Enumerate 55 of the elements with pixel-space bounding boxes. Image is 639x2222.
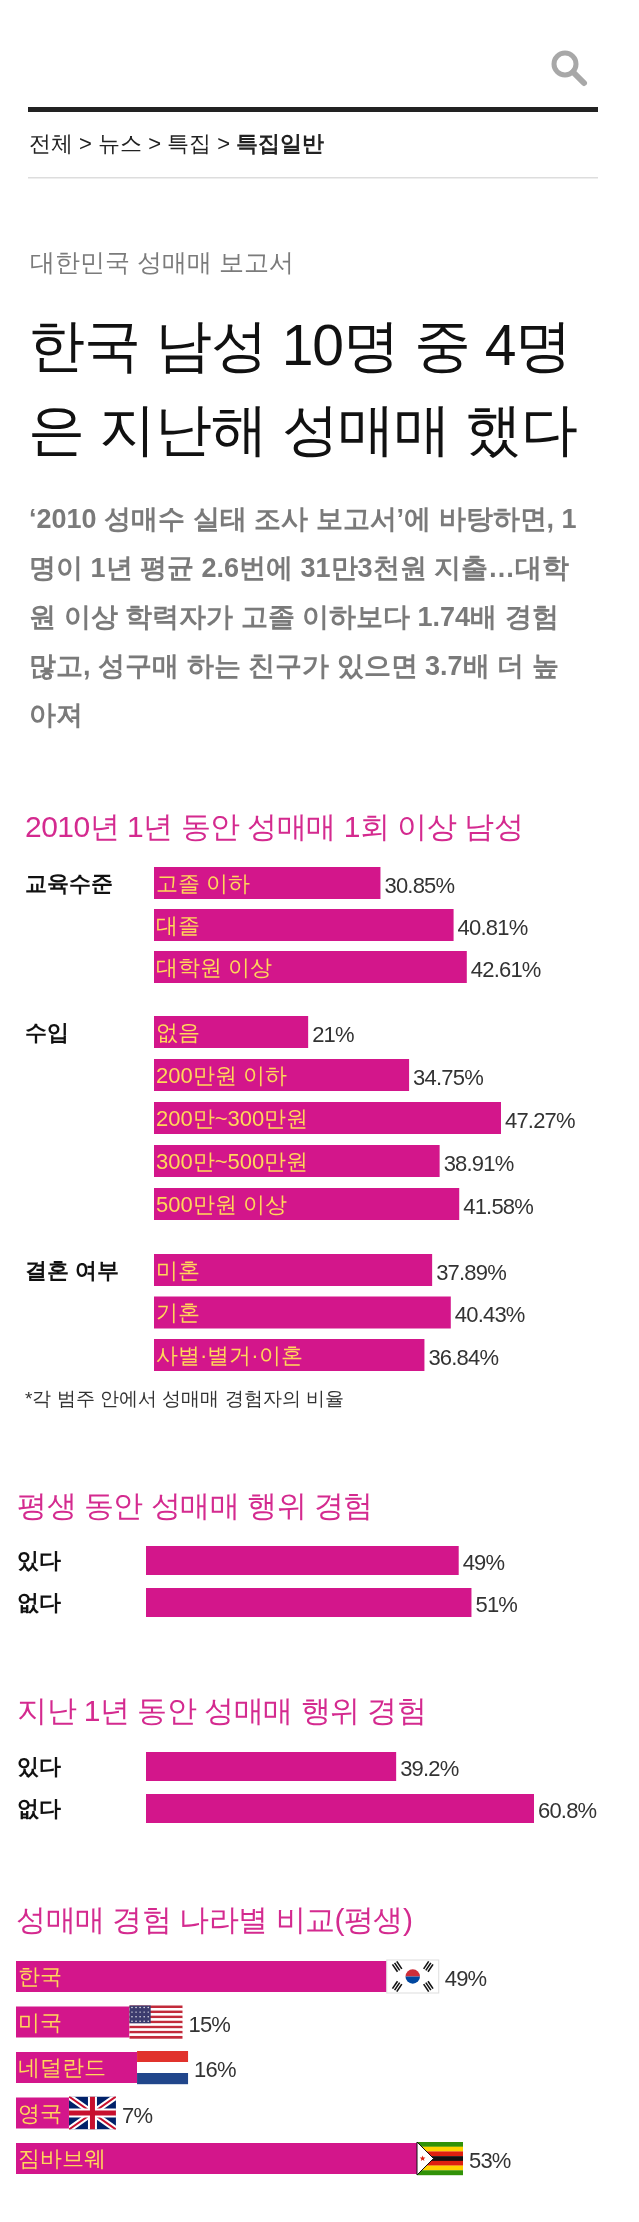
bar bbox=[154, 1102, 501, 1134]
y-tick-label: 미국 bbox=[18, 2009, 62, 2035]
data-label: 39.2% bbox=[400, 1756, 459, 1781]
y-axis-title: 결혼 여부 bbox=[25, 1257, 120, 1283]
data-label: 47.27% bbox=[505, 1107, 576, 1133]
y-tick-label: 대학원 이상 bbox=[156, 954, 273, 980]
bar bbox=[154, 1016, 309, 1048]
chart-title: 지난 1년 동안 성매매 행위 경험 bbox=[17, 1693, 427, 1727]
data-label: 36.84% bbox=[428, 1344, 499, 1370]
data-label: 21% bbox=[312, 1021, 355, 1047]
data-label: 51% bbox=[475, 1592, 518, 1617]
data-label: 38.91% bbox=[443, 1150, 514, 1176]
data-label: 15% bbox=[188, 2011, 231, 2037]
text: ‘2010 성매수 실태 조사 보고서’에 바탕하면, 1명이 1년 평균 2.6번에 31만3천원 지출…대학원 이상 학력자가 고졸 이하보다 1.74배 경험 많고, 성구매 하는 친구가 있으면 3.7배 더 높아져 bbox=[29, 503, 578, 732]
y-tick-label: 200만~300만원 bbox=[156, 1105, 309, 1131]
y-tick-label: 대졸 bbox=[156, 912, 200, 938]
y-tick-label: 없다 bbox=[17, 1796, 61, 1821]
text: 전체 > 뉴스 > 특집 > 특집일반 bbox=[29, 131, 325, 156]
y-axis-title: 교육수준 bbox=[25, 870, 113, 896]
y-tick-label: 500만원 이상 bbox=[156, 1191, 287, 1217]
data-label: 49% bbox=[444, 1966, 487, 1991]
y-tick-label: 없다 bbox=[17, 1590, 61, 1615]
data-label: 30.85% bbox=[384, 872, 455, 898]
data-label: 16% bbox=[194, 2057, 236, 2082]
data-label: 42.61% bbox=[470, 956, 541, 982]
data-label: 49% bbox=[462, 1550, 505, 1575]
y-tick-label: 고졸 이하 bbox=[156, 870, 251, 896]
data-label: 37.89% bbox=[436, 1259, 507, 1285]
y-tick-label: 300만~500만원 bbox=[156, 1148, 309, 1174]
data-label: 40.43% bbox=[454, 1302, 525, 1327]
text: *각 범주 안에서 성매매 경험자의 비율 bbox=[25, 1387, 344, 1409]
y-tick-label: 사별·별거·이혼 bbox=[156, 1342, 303, 1368]
y-tick-label: 200만원 이하 bbox=[156, 1062, 287, 1088]
chart-title: 2010년 1년 동안 성매매 1회 이상 남성 bbox=[25, 809, 524, 843]
y-tick-label: 없음 bbox=[156, 1019, 200, 1045]
data-label: 53% bbox=[469, 2148, 511, 2173]
y-tick-label: 영국 bbox=[18, 2100, 62, 2126]
bar bbox=[154, 1188, 460, 1220]
chart-title: 평생 동안 성매매 행위 경험 bbox=[17, 1488, 373, 1522]
data-label: 40.81% bbox=[457, 914, 528, 940]
y-tick-label: 미혼 bbox=[156, 1257, 200, 1283]
y-tick-label: 있다 bbox=[17, 1754, 61, 1779]
text: 대한민국 성매매 보고서 bbox=[30, 247, 294, 277]
data-label: 7% bbox=[121, 2102, 153, 2128]
text: 한국 남성 10명 중 4명은 지난해 성매매 했다 bbox=[28, 312, 578, 463]
y-axis-title: 수입 bbox=[25, 1019, 69, 1045]
data-label: 41.58% bbox=[463, 1193, 534, 1219]
data-label: 34.75% bbox=[413, 1064, 484, 1090]
y-tick-label: 한국 bbox=[18, 1964, 62, 1989]
y-tick-label: 짐바브웨 bbox=[18, 2146, 106, 2171]
y-tick-label: 기혼 bbox=[156, 1300, 200, 1325]
data-label: 60.8% bbox=[538, 1798, 597, 1823]
chart-title: 성매매 경험 나라별 비교(평생) bbox=[16, 1902, 413, 1936]
y-tick-label: 있다 bbox=[17, 1548, 61, 1573]
y-tick-label: 네덜란드 bbox=[18, 2055, 106, 2080]
